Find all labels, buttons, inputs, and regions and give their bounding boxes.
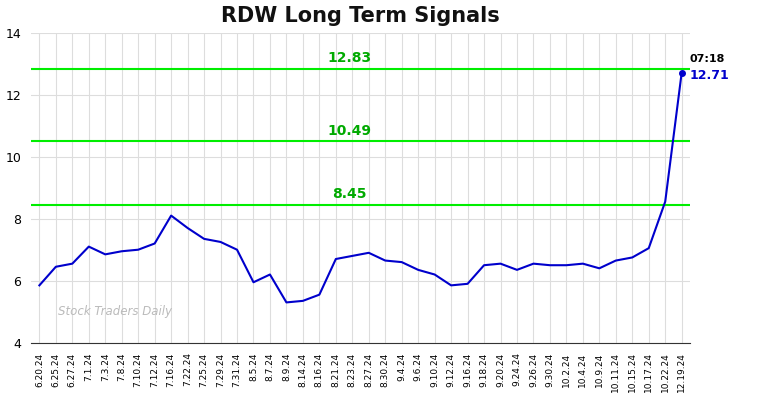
Text: 10.49: 10.49 [327, 124, 371, 138]
Title: RDW Long Term Signals: RDW Long Term Signals [221, 6, 500, 25]
Text: Stock Traders Daily: Stock Traders Daily [57, 305, 172, 318]
Text: 12.83: 12.83 [327, 51, 371, 65]
Text: 8.45: 8.45 [332, 187, 366, 201]
Text: 07:18: 07:18 [690, 54, 725, 64]
Text: 12.71: 12.71 [690, 69, 730, 82]
